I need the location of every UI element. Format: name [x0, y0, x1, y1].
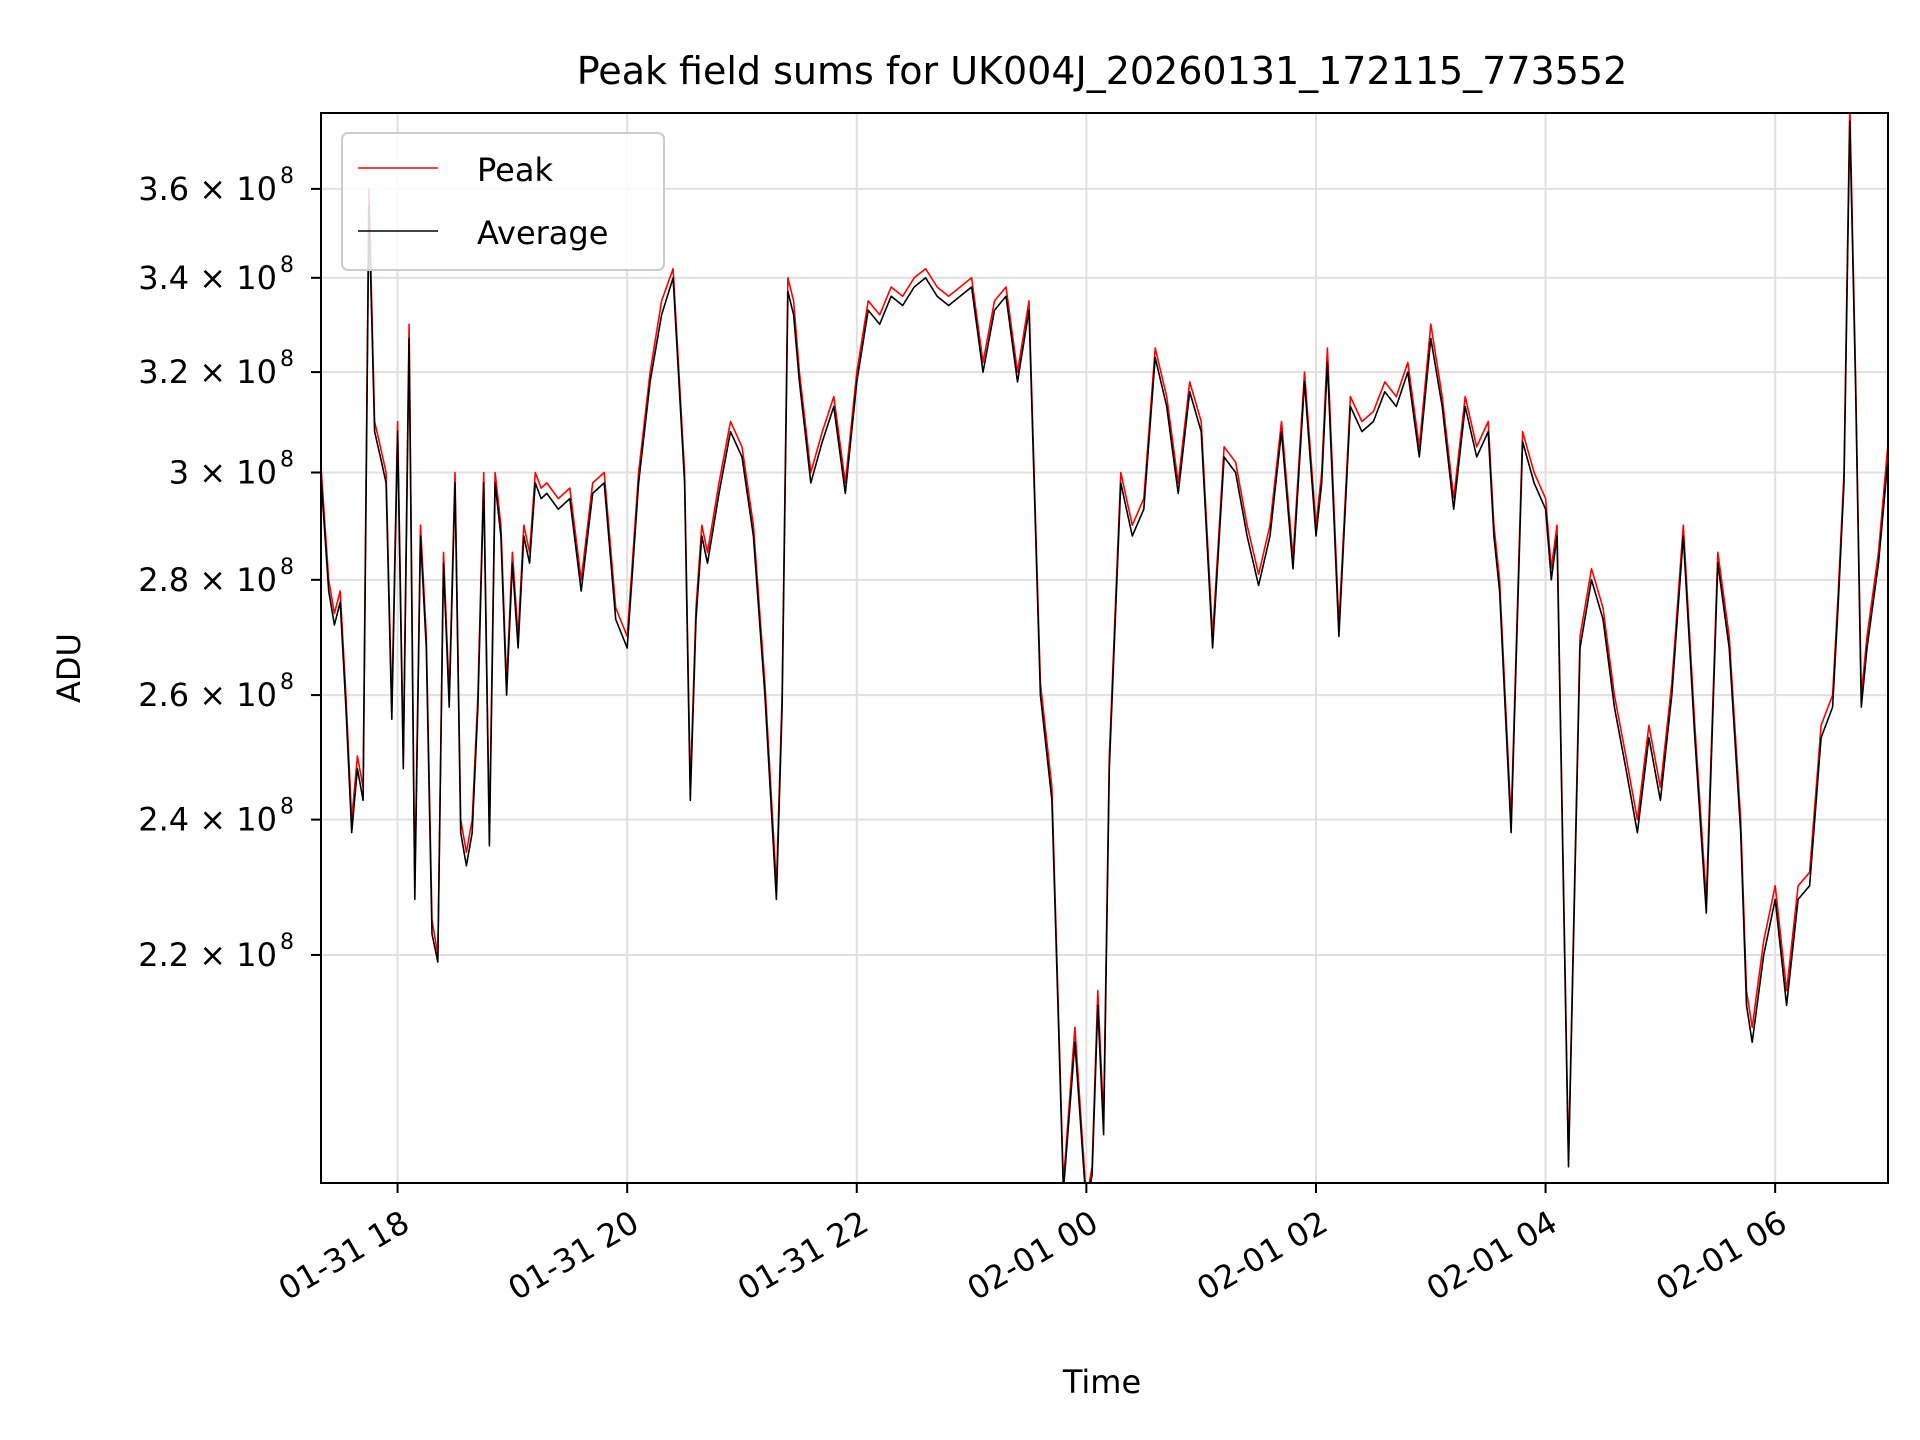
series-line-average [321, 120, 1888, 1183]
y-axis-label: ADU [50, 633, 88, 703]
grid-lines [321, 113, 1888, 1183]
series-layer [321, 113, 1888, 1183]
y-tick-label: 3.4 × 10 [138, 259, 277, 297]
plot-frame [320, 112, 1889, 1184]
y-tick-label: 2.4 × 10 [138, 801, 277, 839]
legend: Peak Average [341, 132, 665, 271]
y-tick-exponent: 8 [280, 795, 294, 820]
y-tick-label: 3.6 × 10 [138, 170, 277, 208]
y-tick-exponent: 8 [280, 930, 294, 955]
chart-title: Peak field sums for UK004J_20260131_1721… [577, 49, 1628, 93]
legend-label-average: Average [477, 214, 608, 252]
y-tick-exponent: 8 [280, 164, 294, 189]
y-tick-exponent: 8 [280, 448, 294, 473]
y-tick-label: 3 × 10 [169, 454, 277, 492]
y-tick-label: 2.6 × 10 [138, 676, 277, 714]
y-tick-exponent: 8 [280, 670, 294, 695]
y-tick-exponent: 8 [280, 347, 294, 372]
y-tick-exponent: 8 [280, 253, 294, 278]
y-axis-ticks: 2.2 × 10 82.4 × 10 82.6 × 10 82.8 × 10 83 × … [138, 164, 321, 974]
legend-label-peak: Peak [477, 151, 553, 189]
y-tick-label: 2.8 × 10 [138, 561, 277, 599]
x-axis-label: Time [1062, 1363, 1141, 1401]
y-tick-label: 2.2 × 10 [138, 936, 277, 974]
y-tick-exponent: 8 [280, 555, 294, 580]
y-tick-label: 3.2 × 10 [138, 353, 277, 391]
